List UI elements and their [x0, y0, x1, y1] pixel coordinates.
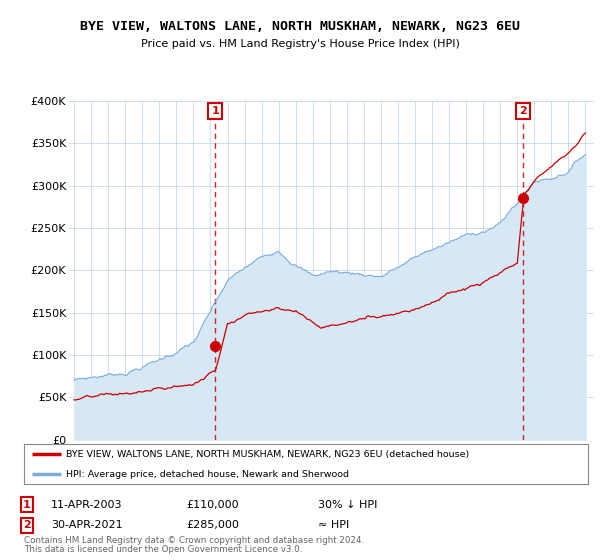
Text: 30% ↓ HPI: 30% ↓ HPI — [318, 500, 377, 510]
Text: BYE VIEW, WALTONS LANE, NORTH MUSKHAM, NEWARK, NG23 6EU: BYE VIEW, WALTONS LANE, NORTH MUSKHAM, N… — [80, 20, 520, 32]
Text: 2: 2 — [23, 520, 31, 530]
Text: ≈ HPI: ≈ HPI — [318, 520, 349, 530]
Text: £285,000: £285,000 — [186, 520, 239, 530]
Text: This data is licensed under the Open Government Licence v3.0.: This data is licensed under the Open Gov… — [24, 545, 302, 554]
Text: 30-APR-2021: 30-APR-2021 — [51, 520, 122, 530]
Text: Price paid vs. HM Land Registry's House Price Index (HPI): Price paid vs. HM Land Registry's House … — [140, 39, 460, 49]
Text: BYE VIEW, WALTONS LANE, NORTH MUSKHAM, NEWARK, NG23 6EU (detached house): BYE VIEW, WALTONS LANE, NORTH MUSKHAM, N… — [66, 450, 470, 459]
Text: 2: 2 — [519, 106, 527, 116]
Text: Contains HM Land Registry data © Crown copyright and database right 2024.: Contains HM Land Registry data © Crown c… — [24, 536, 364, 545]
Text: HPI: Average price, detached house, Newark and Sherwood: HPI: Average price, detached house, Newa… — [66, 470, 349, 479]
Text: 11-APR-2003: 11-APR-2003 — [51, 500, 122, 510]
Text: £110,000: £110,000 — [186, 500, 239, 510]
Text: 1: 1 — [23, 500, 31, 510]
Text: 1: 1 — [211, 106, 219, 116]
